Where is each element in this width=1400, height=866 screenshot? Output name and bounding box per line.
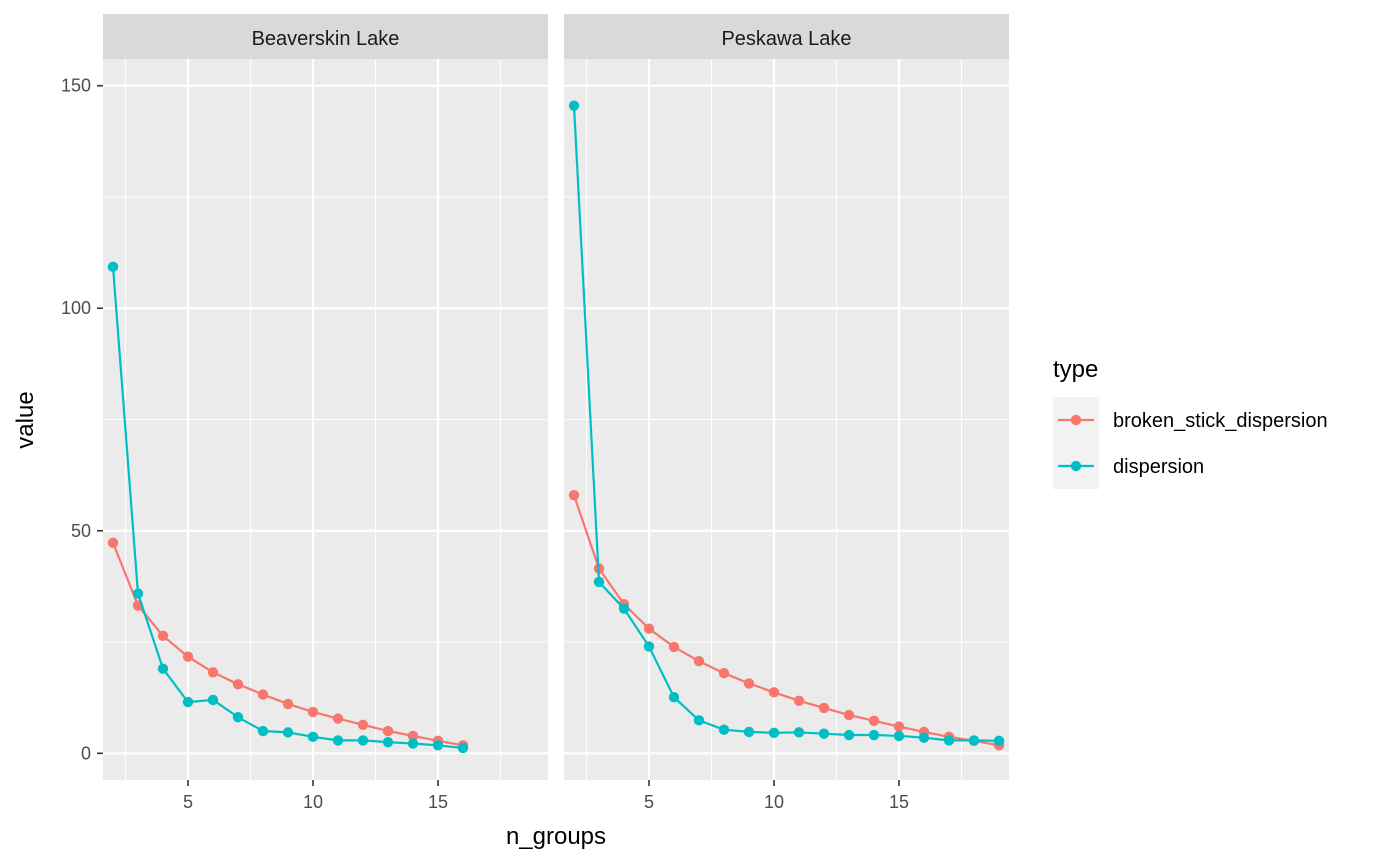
- facet-strip: [103, 14, 548, 59]
- y-tick-label: 0: [81, 743, 91, 763]
- data-point-broken_stick_dispersion: [257, 689, 269, 700]
- facet-strip: [564, 14, 1009, 59]
- data-point-broken_stick_dispersion: [157, 630, 169, 641]
- data-point-broken_stick_dispersion: [743, 678, 755, 689]
- legend: type broken_stick_dispersion dispersion: [1053, 356, 1328, 489]
- data-point-broken_stick_dispersion: [868, 715, 880, 727]
- legend-label: dispersion: [1113, 456, 1204, 478]
- data-point-dispersion: [257, 725, 269, 737]
- data-point-broken_stick_dispersion: [207, 667, 219, 678]
- data-point-dispersion: [668, 692, 680, 703]
- data-point-broken_stick_dispersion: [232, 679, 244, 690]
- facet-title: Peskawa Lake: [721, 28, 851, 50]
- data-point-broken_stick_dispersion: [182, 651, 194, 662]
- panel-2: Peskawa Lake: [564, 14, 1009, 780]
- data-point-dispersion: [643, 641, 655, 652]
- data-point-broken_stick_dispersion: [107, 537, 119, 548]
- x-tick-label: 5: [183, 792, 193, 812]
- data-point-dispersion: [718, 724, 730, 735]
- legend-keys: broken_stick_dispersion dispersion: [1053, 397, 1328, 489]
- y-tick-label: 50: [71, 521, 91, 541]
- data-point-broken_stick_dispersion: [332, 713, 344, 724]
- y-tick-label: 150: [61, 76, 91, 96]
- facet-title: Beaverskin Lake: [252, 28, 400, 50]
- data-point-dispersion: [868, 729, 880, 741]
- data-point-dispersion: [743, 726, 755, 738]
- data-point-dispersion: [618, 603, 630, 614]
- legend-key-point: [1070, 460, 1082, 472]
- data-point-dispersion: [968, 735, 980, 746]
- data-point-dispersion: [182, 696, 194, 708]
- data-point-dispersion: [993, 735, 1005, 747]
- data-point-dispersion: [357, 735, 369, 746]
- y-tick-label: 100: [61, 298, 91, 318]
- data-point-dispersion: [568, 100, 580, 111]
- data-point-dispersion: [307, 731, 319, 743]
- panels-layer: Beaverskin Lake Peskawa Lake: [103, 14, 1009, 780]
- data-point-broken_stick_dispersion: [307, 706, 319, 718]
- data-point-dispersion: [207, 694, 219, 706]
- data-point-dispersion: [843, 729, 855, 741]
- data-point-dispersion: [593, 576, 605, 588]
- data-point-broken_stick_dispersion: [893, 721, 905, 732]
- x-tick-label: 10: [764, 792, 784, 812]
- data-point-dispersion: [432, 740, 444, 751]
- legend-entry-dispersion: dispersion: [1053, 443, 1204, 489]
- data-point-dispersion: [332, 735, 344, 746]
- data-point-dispersion: [282, 727, 294, 738]
- data-point-dispersion: [693, 715, 705, 726]
- x-axis-title: n_groups: [506, 823, 606, 850]
- data-point-dispersion: [382, 736, 394, 748]
- legend-title: type: [1053, 356, 1098, 383]
- x-tick-label: 5: [644, 792, 654, 812]
- data-point-broken_stick_dispersion: [793, 695, 805, 706]
- data-point-broken_stick_dispersion: [718, 667, 730, 679]
- data-point-dispersion: [893, 730, 905, 742]
- legend-entry-broken_stick_dispersion: broken_stick_dispersion: [1053, 397, 1328, 443]
- x-tick-label: 15: [428, 792, 448, 812]
- data-point-broken_stick_dispersion: [643, 623, 655, 634]
- legend-label: broken_stick_dispersion: [1113, 410, 1328, 432]
- data-point-dispersion: [107, 261, 119, 273]
- data-point-broken_stick_dispersion: [407, 730, 419, 742]
- data-point-broken_stick_dispersion: [818, 702, 830, 714]
- data-point-broken_stick_dispersion: [568, 489, 580, 501]
- y-axis: 0 50 100 150: [61, 76, 103, 763]
- panel-1: Beaverskin Lake: [103, 14, 548, 780]
- data-point-broken_stick_dispersion: [768, 687, 780, 698]
- data-point-dispersion: [943, 735, 955, 746]
- data-point-broken_stick_dispersion: [282, 698, 294, 710]
- x-tick-label: 10: [303, 792, 323, 812]
- data-point-dispersion: [768, 727, 780, 739]
- data-point-dispersion: [818, 728, 830, 739]
- data-point-dispersion: [407, 738, 419, 749]
- data-point-dispersion: [793, 727, 805, 738]
- data-point-broken_stick_dispersion: [843, 709, 855, 721]
- data-point-dispersion: [918, 732, 930, 743]
- data-point-broken_stick_dispersion: [668, 641, 680, 653]
- data-point-broken_stick_dispersion: [693, 655, 705, 667]
- x-tick-label: 15: [889, 792, 909, 812]
- data-point-dispersion: [157, 663, 169, 674]
- legend-key-point: [1070, 414, 1082, 426]
- data-point-broken_stick_dispersion: [357, 719, 369, 731]
- y-axis-title: value: [12, 391, 39, 448]
- data-point-dispersion: [232, 712, 244, 723]
- data-point-dispersion: [457, 742, 469, 754]
- x-axis: 5 10 15 5 10 15: [183, 780, 909, 812]
- data-point-broken_stick_dispersion: [382, 725, 394, 737]
- data-point-dispersion: [132, 588, 144, 599]
